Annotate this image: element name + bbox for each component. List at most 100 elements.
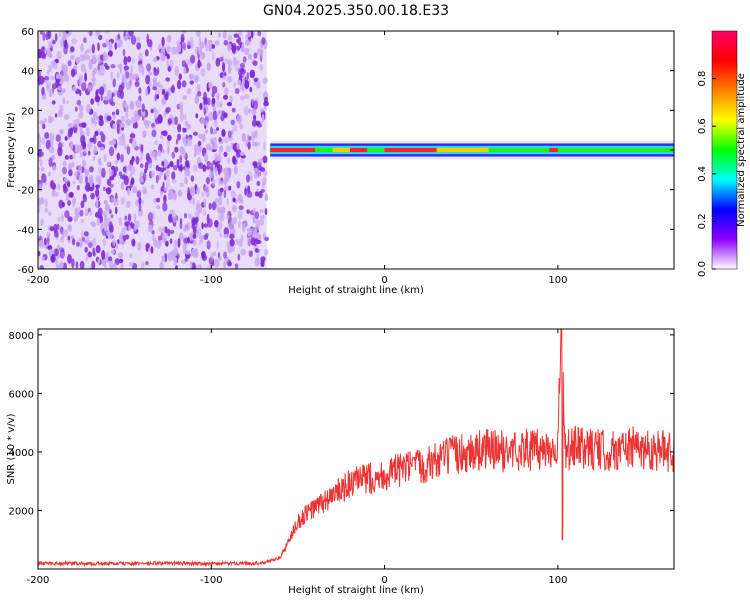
noise-speckle (120, 181, 125, 190)
noise-speckle (79, 241, 83, 248)
noise-speckle (58, 199, 64, 209)
y-tick-label: 60 (21, 27, 34, 38)
noise-speckle (64, 136, 68, 141)
noise-speckle (161, 97, 167, 106)
colorbar-tick-label: 0.4 (697, 166, 708, 182)
noise-speckle (238, 31, 243, 37)
noise-speckle (212, 177, 216, 187)
spectrogram-x-label: Height of straight line (km) (288, 285, 424, 296)
noise-speckle (188, 213, 192, 220)
noise-speckle (150, 184, 155, 190)
noise-speckle (208, 146, 214, 152)
x-tick-label: 0 (381, 275, 387, 286)
noise-speckle (125, 118, 131, 126)
noise-speckle (232, 56, 237, 67)
noise-speckle (74, 171, 79, 178)
noise-speckle (51, 100, 56, 105)
noise-speckle (142, 171, 147, 182)
noise-speckle (261, 37, 266, 45)
noise-speckle (112, 239, 116, 247)
noise-speckle (138, 197, 142, 205)
noise-speckle (206, 161, 211, 166)
noise-speckle (241, 83, 245, 93)
noise-speckle (242, 56, 247, 63)
noise-speckle (235, 238, 239, 245)
noise-speckle (220, 114, 225, 121)
noise-speckle (208, 43, 212, 53)
noise-speckle (180, 33, 185, 43)
noise-speckle (227, 65, 232, 75)
noise-speckle (247, 31, 251, 37)
noise-speckle (41, 256, 45, 261)
noise-speckle (214, 166, 218, 177)
y-tick-label: -60 (18, 265, 34, 276)
colorbar-tick-label: 0.0 (697, 261, 708, 277)
noise-speckle (257, 31, 262, 37)
noise-speckle (111, 138, 117, 146)
noise-speckle (92, 237, 97, 247)
noise-speckle (244, 76, 247, 83)
noise-speckle (89, 177, 93, 188)
noise-speckle (247, 108, 251, 114)
noise-speckle (179, 217, 183, 224)
noise-speckle (253, 172, 258, 179)
noise-speckle (81, 122, 87, 128)
noise-speckle (175, 264, 178, 269)
noise-speckle (172, 247, 179, 256)
band-core-segment (488, 147, 550, 153)
noise-speckle (195, 216, 199, 223)
noise-speckle (178, 101, 184, 109)
noise-speckle (176, 79, 182, 90)
colorbar-ticks: 0.0 0.2 0.4 0.6 0.8 (697, 71, 716, 277)
noise-speckle (201, 222, 204, 230)
noise-speckle (95, 88, 100, 95)
noise-speckle (259, 209, 264, 214)
x-tick-label: -100 (200, 275, 223, 286)
noise-speckle (118, 258, 124, 264)
noise-speckle (195, 31, 201, 37)
noise-speckle (102, 51, 108, 62)
noise-speckle (177, 238, 181, 248)
noise-speckle (98, 166, 101, 174)
noise-speckle (108, 256, 113, 262)
noise-speckle (258, 158, 264, 163)
noise-speckle (67, 122, 73, 128)
noise-speckle (134, 81, 140, 87)
noise-speckle (96, 217, 101, 226)
noise-speckle (251, 119, 258, 127)
spectrogram-x-ticks: -200 -100 0 100 (27, 31, 567, 286)
noise-speckle (116, 72, 120, 79)
noise-speckle (162, 233, 166, 244)
noise-speckle (251, 227, 254, 234)
noise-speckle (98, 34, 103, 41)
noise-speckle (253, 141, 258, 147)
noise-speckle (101, 250, 106, 260)
noise-speckle (48, 157, 53, 168)
noise-speckle (65, 193, 70, 202)
noise-speckle (49, 226, 55, 232)
noise-speckle (156, 205, 160, 210)
noise-speckle (110, 214, 114, 219)
noise-speckle (53, 248, 59, 256)
noise-speckle (259, 63, 264, 71)
noise-speckle (162, 202, 168, 212)
noise-speckle (94, 130, 99, 137)
noise-speckle (42, 123, 46, 130)
noise-speckle (84, 169, 90, 177)
noise-speckle (62, 31, 67, 41)
noise-speckle (137, 242, 142, 251)
noise-speckle (74, 106, 78, 112)
noise-speckle (114, 206, 118, 215)
noise-speckle (125, 234, 130, 240)
y-tick-label: 40 (21, 67, 34, 78)
noise-speckle (67, 162, 72, 171)
noise-speckle (136, 42, 142, 50)
noise-speckle (204, 184, 209, 194)
x-tick-label: -100 (200, 575, 223, 586)
noise-speckle (262, 141, 266, 151)
noise-speckle (72, 154, 76, 159)
noise-speckle (82, 194, 87, 203)
noise-speckle (103, 220, 109, 227)
noise-speckle (166, 59, 170, 68)
